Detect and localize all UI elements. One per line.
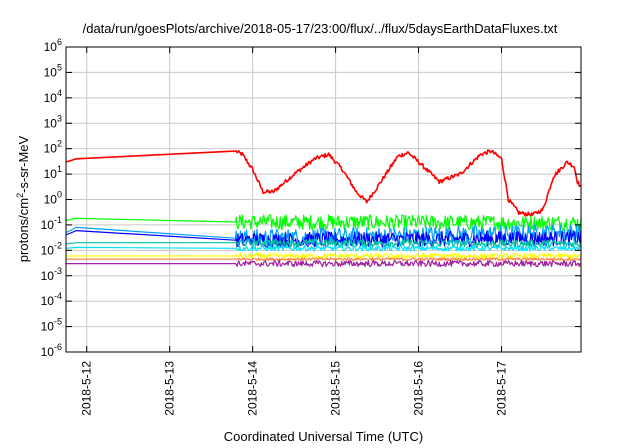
series-group [65, 149, 582, 268]
x-tick-label: 2018-5-17 [495, 361, 509, 416]
y-tick-label: 100 [44, 190, 62, 207]
x-axis-label: Coordinated Universal Time (UTC) [223, 429, 424, 444]
y-tick-label: 10-6 [41, 342, 62, 359]
y-tick-label: 105 [44, 62, 62, 79]
y-tick-label: 10-3 [41, 266, 62, 283]
y-axis: 10-6 10-5 10-4 10-3 10-2 10-1 100 101 102 103 104 1… [41, 37, 581, 359]
y-tick-label: 10-1 [41, 215, 62, 232]
y-tick-label: 10-5 [41, 317, 62, 334]
x-tick-label: 2018-5-16 [412, 361, 426, 416]
series-line-7 [66, 252, 582, 260]
x-tick-label: 2018-5-13 [163, 361, 177, 416]
series-line-2 [65, 214, 582, 232]
series-line-4 [65, 230, 582, 248]
y-tick-label: 10-4 [41, 291, 62, 308]
x-tick-label: 2018-5-15 [329, 361, 343, 416]
y-tick-label: 106 [44, 37, 62, 54]
y-tick-label: 101 [44, 164, 62, 181]
y-tick-label: 103 [44, 113, 62, 130]
series-line-9 [66, 260, 582, 268]
y-axis-label: protons/cm2-s-sr-MeV [15, 135, 31, 262]
y-tick-label: 104 [44, 88, 62, 105]
y-tick-label: 10-2 [41, 240, 62, 257]
series-line-6 [65, 245, 582, 252]
x-tick-label: 2018-5-14 [246, 361, 260, 416]
x-tick-label: 2018-5-12 [80, 361, 94, 416]
series-line-8 [66, 257, 582, 261]
grid [66, 47, 581, 352]
x-axis: 2018-5-12 2018-5-13 2018-5-14 2018-5-15 2018… [80, 47, 509, 416]
chart-title: /data/run/goesPlots/archive/2018-05-17/2… [82, 21, 558, 36]
series-line-1 [65, 149, 582, 218]
y-tick-label: 102 [44, 139, 62, 156]
